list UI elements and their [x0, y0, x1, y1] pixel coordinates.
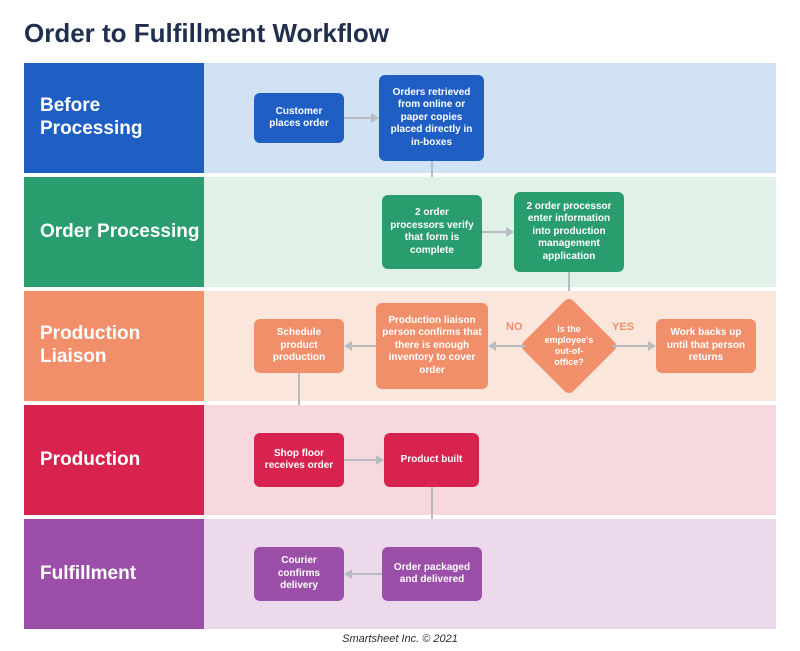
swimlane-lane: Customer places order Orders retrieved fr…: [204, 63, 776, 173]
process-node: Schedule product production: [254, 319, 344, 373]
process-node: Customer places order: [254, 93, 344, 143]
process-node: Shop floor receives order: [254, 433, 344, 487]
swimlane-order-processing: Order Processing 2 order processors verif…: [24, 177, 776, 287]
swimlane-fulfillment: Fulfillment Courier confirms delivery Orde…: [24, 519, 776, 629]
process-node: Order packaged and delivered: [382, 547, 482, 601]
process-node: Production liaison person confirms that …: [376, 303, 488, 389]
process-node: 2 order processors verify that form is c…: [382, 195, 482, 269]
swimlane-lane: Shop floor receives order Product built: [204, 405, 776, 515]
swimlane-production: Production Shop floor receives order Produ…: [24, 405, 776, 515]
arrow-icon: [344, 112, 379, 124]
swimlane-label: Order Processing: [24, 177, 204, 287]
page-title: Order to Fulfillment Workflow: [24, 18, 776, 49]
process-node: Work backs up until that person returns: [656, 319, 756, 373]
swimlane-lane: 2 order processors verify that form is c…: [204, 177, 776, 287]
swimlane-production-liaison: Production LiaisonSchedule product produ…: [24, 291, 776, 401]
arrow-icon: [344, 340, 376, 352]
decision-node: Is the employee's out-of-office?: [534, 311, 604, 381]
edge-label: NO: [506, 321, 523, 333]
swimlane-container: Before Processing Customer places order Or…: [24, 63, 776, 629]
edge-label: YES: [612, 321, 634, 333]
process-node: Product built: [384, 433, 479, 487]
swimlane-lane: Schedule product production Production li…: [204, 291, 776, 401]
swimlane-before-processing: Before Processing Customer places order Or…: [24, 63, 776, 173]
swimlane-label: Production Liaison: [24, 291, 204, 401]
swimlane-lane: Courier confirms delivery Order packaged …: [204, 519, 776, 629]
arrow-icon: [488, 340, 526, 352]
swimlane-label: Fulfillment: [24, 519, 204, 629]
arrow-icon: [612, 340, 656, 352]
process-node: Orders retrieved from online or paper co…: [379, 75, 484, 161]
decision-node-text: Is the employee's out-of-office?: [534, 311, 604, 381]
arrow-icon: [344, 454, 384, 466]
swimlane-label: Production: [24, 405, 204, 515]
process-node: 2 order processor enter information into…: [514, 192, 624, 272]
arrow-icon: [344, 568, 382, 580]
footer-text: Smartsheet Inc. © 2021: [0, 633, 800, 645]
arrow-icon: [482, 226, 514, 238]
swimlane-label: Before Processing: [24, 63, 204, 173]
process-node: Courier confirms delivery: [254, 547, 344, 601]
